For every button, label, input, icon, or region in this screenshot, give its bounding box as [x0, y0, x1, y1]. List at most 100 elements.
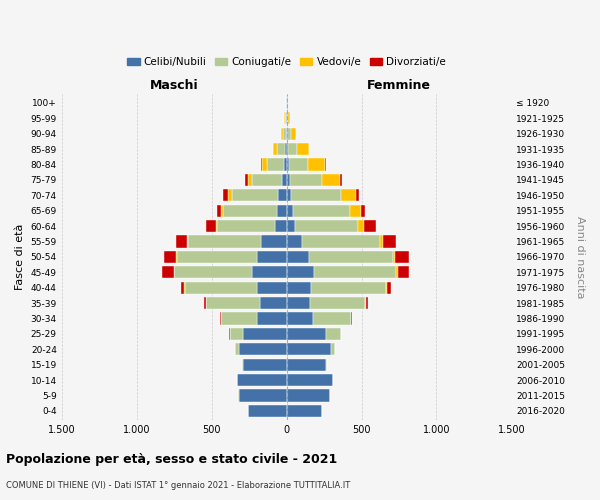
Bar [291, 128, 296, 140]
Bar [287, 374, 333, 386]
Bar [287, 404, 322, 417]
Bar [286, 128, 287, 140]
Bar [245, 174, 248, 186]
Bar [288, 112, 290, 124]
Bar [257, 282, 287, 294]
Bar [239, 343, 287, 355]
Bar [278, 189, 287, 202]
Bar [277, 143, 285, 156]
Bar [275, 220, 287, 232]
Bar [326, 328, 341, 340]
Bar [206, 297, 260, 310]
Bar [221, 204, 223, 217]
Bar [287, 390, 330, 402]
Bar [297, 143, 309, 156]
Y-axis label: Anni di nascita: Anni di nascita [575, 216, 585, 298]
Bar [217, 204, 221, 217]
Bar [261, 236, 287, 248]
Bar [287, 343, 331, 355]
Bar [287, 251, 309, 263]
Bar [287, 312, 313, 324]
Bar [287, 128, 291, 140]
Bar [237, 374, 287, 386]
Bar [164, 251, 176, 263]
Bar [287, 266, 314, 278]
Bar [364, 220, 376, 232]
Text: Femmine: Femmine [367, 79, 431, 92]
Bar [181, 282, 184, 294]
Bar [289, 158, 308, 170]
Bar [282, 174, 287, 186]
Bar [340, 174, 342, 186]
Bar [220, 312, 221, 324]
Bar [313, 312, 351, 324]
Bar [216, 220, 217, 232]
Bar [287, 297, 310, 310]
Bar [217, 220, 275, 232]
Bar [177, 251, 257, 263]
Bar [248, 404, 287, 417]
Bar [288, 143, 297, 156]
Bar [366, 297, 368, 310]
Bar [287, 358, 326, 371]
Y-axis label: Fasce di età: Fasce di età [15, 224, 25, 290]
Bar [235, 343, 239, 355]
Text: Popolazione per età, sesso e stato civile - 2021: Popolazione per età, sesso e stato civil… [6, 452, 337, 466]
Bar [232, 189, 278, 202]
Bar [308, 158, 325, 170]
Text: COMUNE DI THIENE (VI) - Dati ISTAT 1° gennaio 2021 - Elaborazione TUTTITALIA.IT: COMUNE DI THIENE (VI) - Dati ISTAT 1° ge… [6, 480, 350, 490]
Bar [314, 266, 396, 278]
Bar [188, 236, 261, 248]
Bar [311, 282, 386, 294]
Bar [252, 266, 287, 278]
Bar [239, 390, 287, 402]
Bar [287, 189, 291, 202]
Bar [395, 251, 409, 263]
Bar [350, 204, 361, 217]
Bar [287, 220, 295, 232]
Bar [396, 266, 398, 278]
Text: Maschi: Maschi [150, 79, 199, 92]
Bar [356, 189, 359, 202]
Bar [287, 158, 289, 170]
Bar [230, 328, 243, 340]
Bar [204, 297, 206, 310]
Bar [267, 158, 284, 170]
Bar [281, 128, 283, 140]
Bar [293, 204, 350, 217]
Bar [262, 158, 267, 170]
Bar [287, 143, 288, 156]
Bar [285, 143, 287, 156]
Bar [393, 251, 395, 263]
Bar [248, 174, 252, 186]
Bar [291, 189, 341, 202]
Bar [252, 174, 282, 186]
Bar [387, 282, 391, 294]
Bar [285, 112, 286, 124]
Bar [163, 266, 173, 278]
Bar [284, 158, 287, 170]
Bar [176, 236, 187, 248]
Bar [309, 251, 393, 263]
Bar [257, 312, 287, 324]
Bar [261, 158, 262, 170]
Bar [273, 143, 277, 156]
Bar [358, 220, 364, 232]
Bar [322, 174, 340, 186]
Bar [187, 236, 188, 248]
Bar [310, 297, 365, 310]
Bar [176, 251, 177, 263]
Bar [185, 282, 257, 294]
Bar [174, 266, 252, 278]
Bar [287, 328, 326, 340]
Bar [287, 174, 290, 186]
Bar [242, 358, 243, 371]
Bar [260, 297, 287, 310]
Bar [223, 204, 277, 217]
Bar [290, 174, 322, 186]
Bar [223, 189, 228, 202]
Bar [383, 236, 396, 248]
Bar [283, 128, 286, 140]
Bar [287, 236, 302, 248]
Bar [243, 328, 287, 340]
